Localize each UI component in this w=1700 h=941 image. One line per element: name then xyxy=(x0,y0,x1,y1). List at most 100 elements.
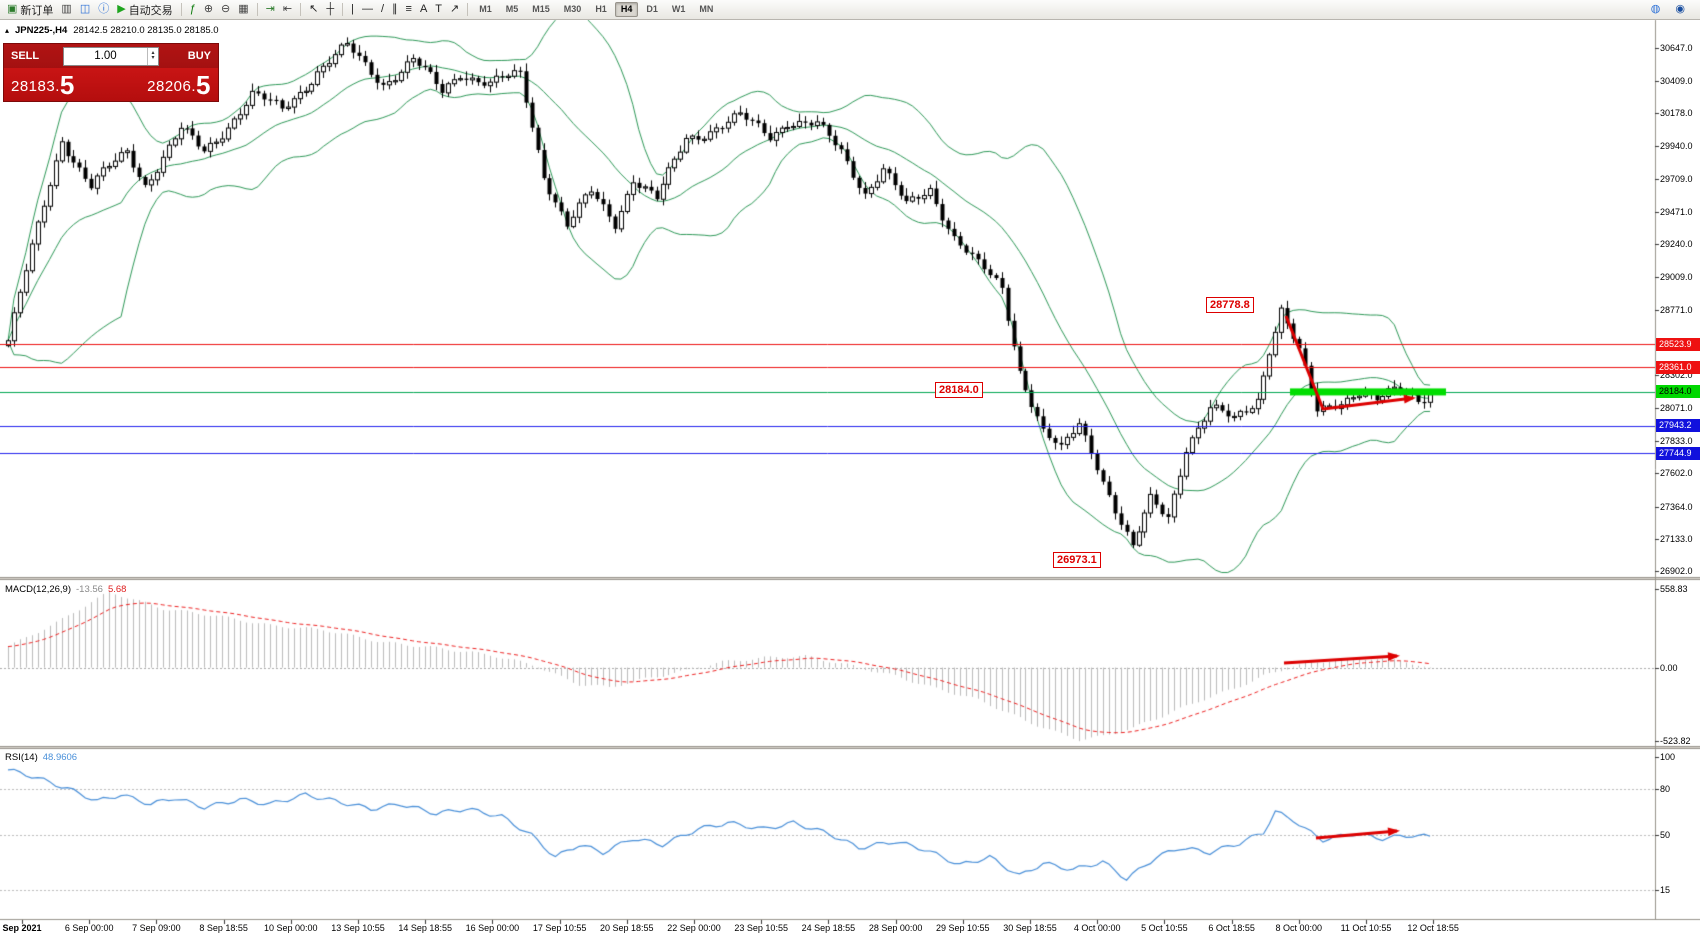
timeframe-m15-button[interactable]: M15 xyxy=(532,4,550,14)
autotrading-button[interactable]: ▶ 自动交易 xyxy=(113,1,176,18)
price-axis-label: 28771.0 xyxy=(1660,304,1693,315)
time-axis-label: 17 Sep 10:55 xyxy=(532,923,587,933)
fibonacci-button[interactable]: ≡ xyxy=(402,1,416,18)
crosshair-button[interactable]: ┼ xyxy=(322,1,338,18)
buy-price-big-digit: 5 xyxy=(196,69,211,100)
time-axis-label: 28 Sep 00:00 xyxy=(868,923,923,933)
sell-price-big-digit: 5 xyxy=(59,69,75,100)
time-axis-label: 30 Sep 18:55 xyxy=(1003,923,1057,933)
price-line-tag[interactable]: 27943.2 xyxy=(1656,419,1700,433)
time-axis-label: 4 Oct 00:00 xyxy=(1073,923,1121,933)
channel-button[interactable]: ∥ xyxy=(388,1,402,18)
timeframe-mn-button[interactable]: MN xyxy=(699,4,714,14)
new-order-label: 新订单 xyxy=(20,4,54,17)
time-axis-label: 24 Sep 18:55 xyxy=(801,923,856,933)
time-axis-label: 16 Sep 00:00 xyxy=(465,923,520,933)
chart-ohlc-values: 28142.5 28210.0 28135.0 28185.0 xyxy=(73,25,219,36)
charts-icon: ▥ xyxy=(61,3,72,15)
volume-value[interactable]: 1.00 xyxy=(94,50,117,62)
new-order-button[interactable]: ▣ 新订单 xyxy=(3,1,57,18)
rsi-name: RSI(14) xyxy=(5,752,38,763)
chart-shift-button[interactable]: ⇤ xyxy=(279,1,296,18)
price-axis-label: 27602.0 xyxy=(1660,468,1693,479)
chart-symbol-period: JPN225-,H4 xyxy=(15,25,68,36)
one-click-trading-panel: SELL 1.00 ▴ ▾ BUY 28183.5 28206.5 xyxy=(3,43,219,102)
indicators-button[interactable]: ƒ xyxy=(186,1,200,18)
price-line-tag[interactable]: 28361.0 xyxy=(1656,360,1700,374)
timeframe-d1-button[interactable]: D1 xyxy=(646,4,658,14)
timeframe-m5-button[interactable]: M5 xyxy=(505,4,519,14)
timeframe-w1-button[interactable]: W1 xyxy=(671,4,686,14)
price-axis-label: 28302.0 xyxy=(1660,370,1693,381)
zoom-in-button[interactable]: ⊕ xyxy=(200,1,217,18)
price-annotation[interactable]: 28184.0 xyxy=(935,382,983,398)
horizontal-line-button[interactable]: — xyxy=(358,1,377,18)
zoom-out-button[interactable]: ⊖ xyxy=(217,1,234,18)
label-icon: T xyxy=(435,3,443,15)
price-annotation[interactable]: 26973.1 xyxy=(1053,552,1101,568)
rsi-indicator-label: RSI(14) 48.9606 xyxy=(5,752,77,763)
market-watch-icon: ◫ xyxy=(79,3,91,15)
trendline-button[interactable]: / xyxy=(377,1,388,18)
macd-signal-value: 5.68 xyxy=(107,584,127,595)
price-axis-label: 29009.0 xyxy=(1660,271,1693,282)
new-order-icon: ▣ xyxy=(7,3,18,15)
price-line-tag[interactable]: 27744.9 xyxy=(1656,446,1700,460)
text-icon: A xyxy=(419,3,428,15)
timeframe-h4-button[interactable]: H4 xyxy=(614,2,639,17)
price-axis-label: 29240.0 xyxy=(1660,239,1693,250)
rsi-axis-label: 50 xyxy=(1660,830,1671,841)
timeframe-m30-button[interactable]: M30 xyxy=(563,4,582,14)
price-line-tag[interactable]: 28523.9 xyxy=(1656,337,1700,351)
sell-price[interactable]: 28183.5 xyxy=(4,72,111,98)
one-click-prices: 28183.5 28206.5 xyxy=(4,68,218,101)
indicators-icon: ƒ xyxy=(189,3,196,15)
cursor-button[interactable]: ↖ xyxy=(305,1,322,18)
market-watch-button[interactable]: ◫ xyxy=(76,1,94,18)
macd-axis-label: 558.83 xyxy=(1660,584,1688,595)
arrows-button[interactable]: ↗ xyxy=(446,1,463,18)
text-button[interactable]: A xyxy=(416,1,431,18)
time-axis-label: 29 Sep 10:55 xyxy=(936,923,990,933)
toolbar-separator xyxy=(180,3,182,16)
buy-price[interactable]: 28206.5 xyxy=(111,72,218,98)
toolbar-separator xyxy=(342,3,344,16)
volume-spinner: ▴ ▾ xyxy=(147,47,158,65)
volume-up-icon[interactable]: ▴ xyxy=(151,50,155,56)
time-axis-label: 8 Sep 18:55 xyxy=(199,923,248,933)
volume-field[interactable]: 1.00 ▴ ▾ xyxy=(63,46,159,66)
main-toolbar: ▣ 新订单 ▥ ◫ ⓘ ▶ 自动交易 ƒ ⊕ ⊖ ▦ ⇥ ⇤ ↖ ┼ | — / ∥ ≡ A T ↗ M1 M5 M15 M30 H1… xyxy=(0,0,1700,20)
one-click-expander-icon[interactable]: ▴ xyxy=(5,26,10,35)
price-axis-label: 30178.0 xyxy=(1660,108,1693,119)
price-line-tag[interactable]: 28184.0 xyxy=(1656,385,1700,399)
community-button[interactable]: ◍ xyxy=(1647,1,1665,18)
vertical-line-button[interactable]: | xyxy=(347,1,358,18)
info-icon: ⓘ xyxy=(98,3,110,15)
time-axis-label: 10 Sep 00:00 xyxy=(264,923,318,933)
price-annotation[interactable]: 28778.8 xyxy=(1206,297,1254,313)
price-axis-label: 27133.0 xyxy=(1660,533,1693,544)
toolbar-separator xyxy=(256,3,258,16)
buy-button[interactable]: BUY xyxy=(187,50,211,62)
trendline-icon: / xyxy=(380,3,385,15)
charts-button[interactable]: ▥ xyxy=(57,1,75,18)
time-axis-label: Sep 2021 xyxy=(2,923,42,933)
toolbar-right-icons: ◍ ◉ xyxy=(1647,1,1697,18)
price-axis-label: 27364.0 xyxy=(1660,501,1693,512)
auto-scroll-button[interactable]: ⇥ xyxy=(262,1,279,18)
timeframe-h1-button[interactable]: H1 xyxy=(595,4,607,14)
volume-down-icon[interactable]: ▾ xyxy=(151,55,155,61)
timeframe-m1-button[interactable]: M1 xyxy=(479,4,492,14)
price-axis-label: 30409.0 xyxy=(1660,75,1693,86)
sell-button[interactable]: SELL xyxy=(11,50,40,62)
time-axis-label: 12 Oct 18:55 xyxy=(1407,923,1459,933)
notifications-button[interactable]: ◉ xyxy=(1671,1,1689,18)
channel-icon: ∥ xyxy=(392,3,398,15)
time-axis-label: 6 Sep 00:00 xyxy=(64,923,114,933)
info-button[interactable]: ⓘ xyxy=(94,1,113,18)
tile-windows-button[interactable]: ▦ xyxy=(234,1,252,18)
horizontal-line-icon: — xyxy=(361,3,373,15)
label-button[interactable]: T xyxy=(431,1,446,18)
